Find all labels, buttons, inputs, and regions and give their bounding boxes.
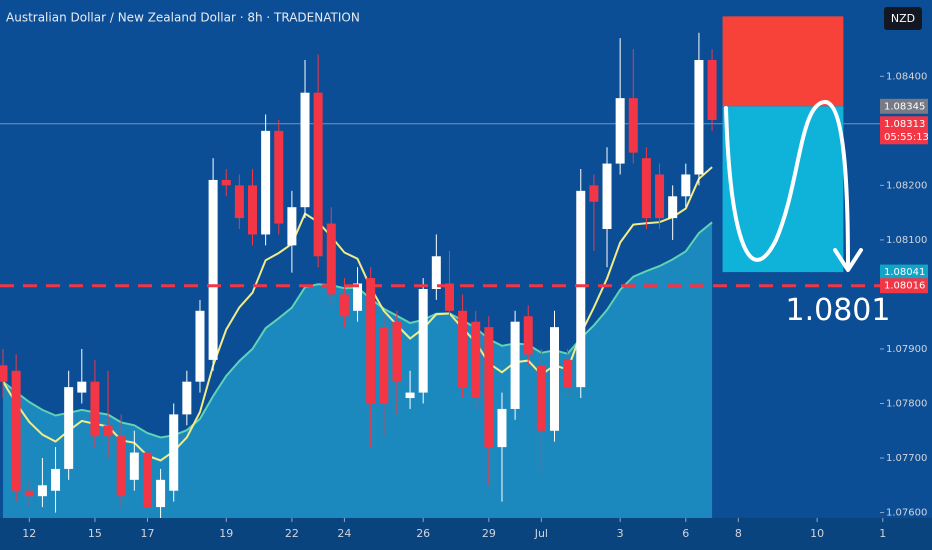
candle-body <box>484 327 494 448</box>
y-tick-label: 1.08400 <box>886 71 927 82</box>
candle-body <box>24 490 34 497</box>
candle-body <box>444 283 454 311</box>
y-tick-label: 1.07800 <box>886 398 927 409</box>
candle-body <box>116 436 126 497</box>
x-tick-label: 15 <box>88 527 102 540</box>
candle-body <box>64 387 74 469</box>
candle-body <box>576 190 586 388</box>
time-axis <box>0 518 932 550</box>
candle-body <box>589 185 599 202</box>
candle-body <box>615 98 625 164</box>
x-tick-label: 12 <box>22 527 36 540</box>
price-box-label: 1.08041 <box>884 267 925 278</box>
candle-body <box>313 92 323 257</box>
candle-body <box>392 321 402 382</box>
candle-body <box>11 370 21 491</box>
candle-body <box>366 278 376 404</box>
target-zone <box>722 106 844 273</box>
x-tick-label: Jul <box>534 527 548 540</box>
x-tick-label: 3 <box>617 527 624 540</box>
candle-body <box>0 365 8 382</box>
price-box-label: 1.08313 <box>884 119 925 130</box>
candle-body <box>523 316 533 355</box>
candle-body <box>602 163 612 230</box>
candle-body <box>208 179 218 360</box>
candle-body <box>182 381 192 415</box>
candle-body <box>694 59 704 175</box>
candle-body <box>261 130 271 235</box>
candle-body <box>221 179 231 186</box>
candle-body <box>339 294 349 317</box>
x-tick-label: 6 <box>682 527 689 540</box>
candle-body <box>655 174 665 219</box>
price-box-label: 1.08016 <box>884 281 925 292</box>
candle-body <box>156 479 166 508</box>
stop-zone <box>722 16 844 107</box>
candle-body <box>641 158 651 219</box>
candle-body <box>497 408 507 448</box>
price-box-label: 1.08345 <box>884 101 925 112</box>
x-tick-label: 17 <box>140 527 154 540</box>
candle-body <box>51 468 61 491</box>
candle-body <box>129 452 139 480</box>
level-annotation: 1.0801 <box>786 293 891 328</box>
price-box <box>880 98 928 114</box>
candle-body <box>274 130 284 224</box>
candle-body <box>668 196 678 219</box>
candle-body <box>353 283 363 311</box>
currency-label[interactable]: NZD <box>891 12 915 25</box>
candle-body <box>169 414 179 491</box>
candle-body <box>628 98 638 153</box>
candle-body <box>707 59 717 120</box>
candle-body <box>195 310 205 382</box>
candle-body <box>77 381 87 393</box>
candle-body <box>247 185 257 235</box>
x-tick-label: 24 <box>337 527 351 540</box>
candle-body <box>300 92 310 208</box>
countdown-label: 05:55:13 <box>884 132 929 143</box>
chart-title: Australian Dollar / New Zealand Dollar ·… <box>6 11 360 25</box>
candle-body <box>681 174 691 197</box>
candle-body <box>431 256 441 289</box>
price-box <box>880 278 928 294</box>
y-tick-label: 1.07700 <box>886 453 927 464</box>
x-tick-label: 19 <box>219 527 233 540</box>
candle-body <box>418 288 428 393</box>
candle-body <box>287 207 297 246</box>
x-tick-label: 26 <box>416 527 430 540</box>
candle-body <box>103 425 113 437</box>
x-tick-label: 10 <box>810 527 824 540</box>
currency-button[interactable] <box>884 7 922 30</box>
candle-body <box>405 392 415 399</box>
y-tick-label: 1.08100 <box>886 235 927 246</box>
drawn-arrow <box>724 99 850 268</box>
candle-body <box>326 223 336 295</box>
x-tick-label: 8 <box>735 527 742 540</box>
y-tick-label: 1.07600 <box>886 508 927 519</box>
price-box <box>880 116 928 145</box>
candle-body <box>37 485 47 497</box>
candle-body <box>234 185 244 219</box>
y-tick-label: 1.08200 <box>886 180 927 191</box>
candle-body <box>379 327 389 404</box>
candle-body <box>549 327 559 431</box>
candle-body <box>510 321 520 409</box>
candle-body <box>563 359 573 388</box>
x-tick-label: 29 <box>482 527 496 540</box>
candle-body <box>471 321 481 399</box>
arrow-head <box>833 248 863 272</box>
candle-body <box>142 452 152 508</box>
x-tick-label: 22 <box>285 527 299 540</box>
price-box <box>880 264 928 280</box>
candle-body <box>90 381 100 437</box>
y-tick-label: 1.07900 <box>886 344 927 355</box>
candle-body <box>458 310 468 388</box>
x-tick-label: 1 <box>879 527 886 540</box>
candle-body <box>536 365 546 431</box>
